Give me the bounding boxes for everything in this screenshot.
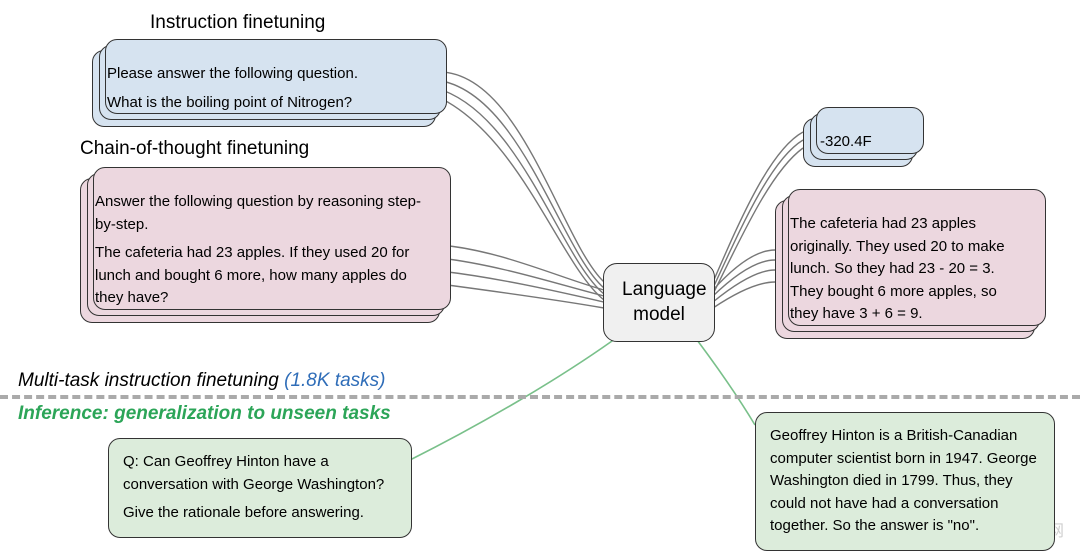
cot-input-box: Answer the following question by reasoni… xyxy=(80,178,440,323)
cot-output-box: The cafeteria had 23 apples originally. … xyxy=(775,200,1035,339)
lm-line2: model xyxy=(622,303,696,328)
heading-inference: Inference: generalization to unseen task… xyxy=(18,403,391,425)
cot-input-line1: Answer the following question by reasoni… xyxy=(95,191,425,236)
inference-output-box: Geoffrey Hinton is a British-Canadian co… xyxy=(755,412,1055,551)
section-divider xyxy=(0,395,1080,399)
instruction-input-box: Please answer the following question. Wh… xyxy=(92,50,436,127)
cot-input-line2: The cafeteria had 23 apples. If they use… xyxy=(95,242,425,310)
inference-output-text: Geoffrey Hinton is a British-Canadian co… xyxy=(770,425,1040,538)
cot-output-text: The cafeteria had 23 apples originally. … xyxy=(790,213,1020,326)
heading-multitask: Multi-task instruction finetuning (1.8K … xyxy=(18,370,386,392)
multitask-prefix: Multi-task instruction finetuning xyxy=(18,370,279,391)
instruction-output-box: -320.4F xyxy=(803,118,913,167)
tasks-count: (1.8K tasks) xyxy=(284,370,385,391)
inference-input-box: Q: Can Geoffrey Hinton have a conversati… xyxy=(108,438,412,538)
inference-input-line1: Q: Can Geoffrey Hinton have a conversati… xyxy=(123,451,397,496)
heading-cot: Chain-of-thought finetuning xyxy=(80,138,309,160)
instruction-input-line1: Please answer the following question. xyxy=(107,63,421,86)
instruction-output-text: -320.4F xyxy=(820,131,896,154)
lm-line1: Language xyxy=(622,278,696,303)
language-model-box: Language model xyxy=(603,263,715,342)
inference-input-line2: Give the rationale before answering. xyxy=(123,502,397,525)
heading-instruction: Instruction finetuning xyxy=(150,12,325,34)
instruction-input-line2: What is the boiling point of Nitrogen? xyxy=(107,92,421,115)
